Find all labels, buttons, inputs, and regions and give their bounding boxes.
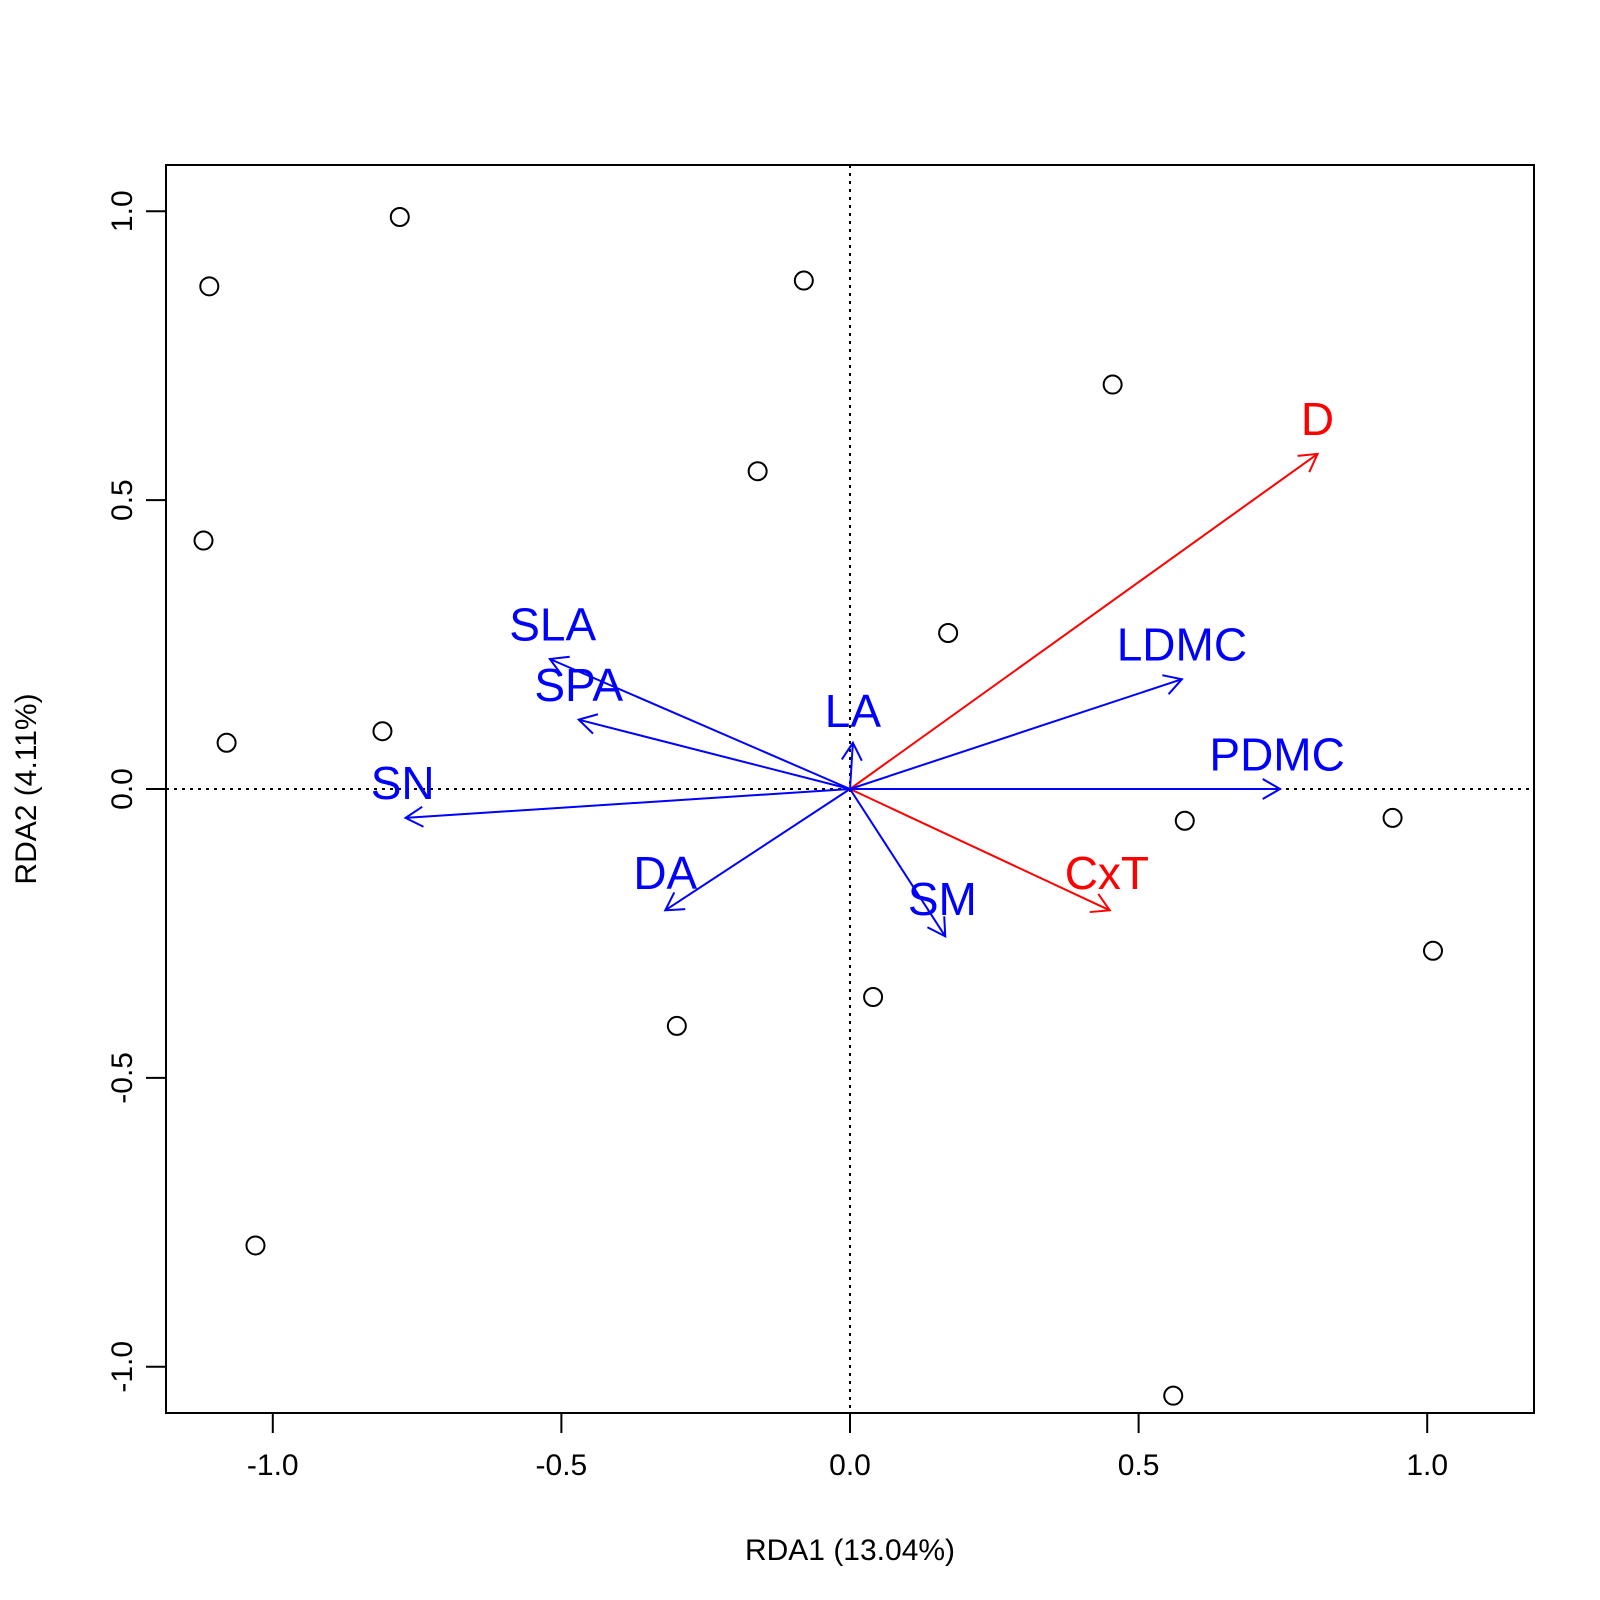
arrow-ldmc: [849, 674, 1184, 790]
arrow-sm: [849, 788, 947, 939]
site-point: [1422, 940, 1443, 961]
site-point: [193, 530, 214, 551]
site-point: [1382, 807, 1403, 828]
site-point: [938, 623, 959, 643]
x-axis: -1.0 -0.5 0.0 0.5 1.0: [247, 1412, 1448, 1482]
arrow-shaft: [849, 788, 1111, 912]
site-points: [193, 207, 1443, 1406]
site-point: [216, 732, 237, 753]
arrow-shaft: [849, 742, 854, 790]
arrow-label-da: DA: [633, 847, 697, 899]
arrow-head: [403, 805, 424, 828]
site-point: [372, 721, 393, 742]
x-tick-label: 0.0: [829, 1449, 871, 1482]
site-point: [245, 1235, 266, 1256]
site-point: [199, 276, 220, 297]
arrow-label-sn: SN: [371, 757, 435, 809]
y-tick-label: 1.0: [106, 190, 139, 232]
arrow-shaft: [849, 453, 1319, 790]
arrow-shaft: [664, 788, 851, 912]
arrow-head: [1297, 452, 1320, 473]
arrow-spa: [576, 713, 851, 790]
biplot-arrows: [403, 452, 1320, 939]
arrow-cxt: [849, 788, 1112, 914]
arrow-head: [1262, 778, 1283, 800]
x-tick-label: -0.5: [536, 1449, 588, 1482]
arrow-sla: [548, 655, 851, 790]
arrow-head: [840, 740, 863, 762]
x-tick-label: -1.0: [247, 1449, 299, 1482]
arrow-label-cxt: CxT: [1065, 847, 1149, 899]
x-tick-label: 0.5: [1118, 1449, 1160, 1482]
arrow-head: [1162, 674, 1184, 695]
site-point: [863, 987, 884, 1007]
arrow-label-pdmc: PDMC: [1209, 728, 1344, 780]
arrow-label-ldmc: LDMC: [1117, 619, 1247, 671]
arrow-la: [840, 740, 863, 790]
arrow-label-sm: SM: [908, 873, 977, 925]
site-point: [793, 270, 814, 291]
arrow-head: [576, 713, 599, 735]
y-axis-title: RDA2 (4.11%): [10, 693, 43, 884]
arrow-shaft: [549, 658, 851, 790]
arrow-label-d: D: [1301, 393, 1334, 445]
arrow-label-spa: SPA: [534, 659, 623, 711]
site-point: [747, 461, 768, 482]
y-tick-label: -1.0: [106, 1341, 139, 1393]
arrow-da: [663, 788, 851, 912]
arrow-labels: D CxT LDMC PDMC LA SLA SPA SN DA SM: [371, 393, 1345, 925]
site-point: [1174, 810, 1195, 831]
arrow-d: [849, 452, 1320, 790]
x-axis-title: RDA1 (13.04%): [745, 1534, 955, 1567]
arrow-pdmc: [850, 778, 1283, 800]
site-point: [389, 207, 410, 227]
y-tick-label: -0.5: [106, 1052, 139, 1104]
arrow-label-sla: SLA: [509, 598, 596, 650]
arrow-sn: [403, 788, 851, 828]
x-tick-label: 1.0: [1406, 1449, 1448, 1482]
arrow-label-la: LA: [825, 685, 882, 737]
arrow-shaft: [405, 788, 851, 819]
site-point: [1163, 1385, 1184, 1406]
arrow-head: [663, 892, 686, 912]
y-axis: -1.0 -0.5 0.0 0.5 1.0: [106, 190, 167, 1393]
arrow-head: [1089, 893, 1112, 914]
site-point: [666, 1015, 687, 1036]
arrow-head: [926, 916, 947, 939]
arrow-shaft: [849, 678, 1183, 790]
y-tick-label: 0.0: [106, 768, 139, 810]
arrow-shaft: [849, 788, 947, 937]
site-point: [1102, 374, 1123, 395]
y-tick-label: 0.5: [106, 479, 139, 521]
arrow-shaft: [578, 718, 851, 790]
arrow-head: [548, 655, 570, 676]
